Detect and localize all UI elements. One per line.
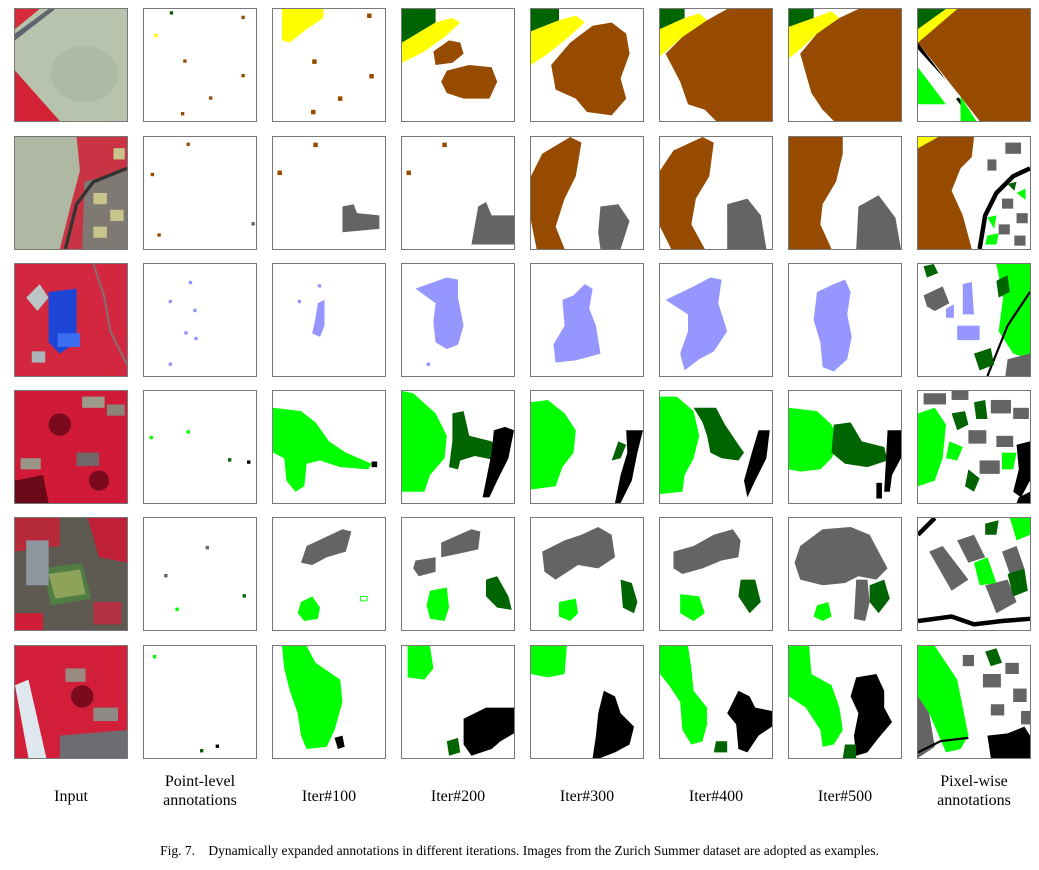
pixel-annotations-row4 — [917, 390, 1031, 504]
column-label-iter500: Iter#500 — [817, 788, 873, 805]
iter300-row5 — [530, 517, 644, 631]
point-annotations-row4 — [143, 390, 257, 504]
iter500-row3 — [788, 263, 902, 377]
iter200-row2 — [401, 136, 515, 250]
figure-caption: Fig. 7. Dynamically expanded annotations… — [0, 843, 1039, 859]
column-label-iter300: Iter#300 — [559, 788, 615, 805]
caption-label: Fig. 7. — [160, 843, 196, 858]
iter500-row4 — [788, 390, 902, 504]
point-annotations-row6 — [143, 645, 257, 759]
pixel-annotations-row3 — [917, 263, 1031, 377]
iter400-row2 — [659, 136, 773, 250]
iter300-row6 — [530, 645, 644, 759]
point-annotations-row2 — [143, 136, 257, 250]
iter100-row3 — [272, 263, 386, 377]
iter100-row2 — [272, 136, 386, 250]
input-image-row1 — [14, 8, 128, 122]
iter400-row6 — [659, 645, 773, 759]
iter200-row1 — [401, 8, 515, 122]
point-annotations-row5 — [143, 517, 257, 631]
iter300-row2 — [530, 136, 644, 250]
pixel-annotations-row6 — [917, 645, 1031, 759]
column-label-iter100: Iter#100 — [301, 788, 357, 805]
iter500-row6 — [788, 645, 902, 759]
iter100-row1 — [272, 8, 386, 122]
input-image-row5 — [14, 517, 128, 631]
iter400-row3 — [659, 263, 773, 377]
iter100-row4 — [272, 390, 386, 504]
input-image-row3 — [14, 263, 128, 377]
iter200-row3 — [401, 263, 515, 377]
input-image-row2 — [14, 136, 128, 250]
pixel-annotations-row1 — [917, 8, 1031, 122]
point-annotations-row3 — [143, 263, 257, 377]
column-label-pixel-annotations: Pixel-wise annotations — [937, 773, 1011, 809]
column-label-iter200: Iter#200 — [430, 788, 486, 805]
iter100-row6 — [272, 645, 386, 759]
iter100-row5 — [272, 517, 386, 631]
input-image-row6 — [14, 645, 128, 759]
iter200-row6 — [401, 645, 515, 759]
pixel-annotations-row5 — [917, 517, 1031, 631]
column-label-point-annotations: Point-level annotations — [163, 773, 237, 809]
point-annotations-row1 — [143, 8, 257, 122]
input-image-row4 — [14, 390, 128, 504]
iter300-row1 — [530, 8, 644, 122]
column-label-input: Input — [54, 788, 88, 805]
iter500-row5 — [788, 517, 902, 631]
caption-text: Dynamically expanded annotations in diff… — [208, 843, 879, 858]
pixel-annotations-row2 — [917, 136, 1031, 250]
iter200-row5 — [401, 517, 515, 631]
iter400-row4 — [659, 390, 773, 504]
iter400-row5 — [659, 517, 773, 631]
column-label-iter400: Iter#400 — [688, 788, 744, 805]
iter200-row4 — [401, 390, 515, 504]
iter300-row4 — [530, 390, 644, 504]
iter400-row1 — [659, 8, 773, 122]
iter500-row1 — [788, 8, 902, 122]
iter300-row3 — [530, 263, 644, 377]
iter500-row2 — [788, 136, 902, 250]
